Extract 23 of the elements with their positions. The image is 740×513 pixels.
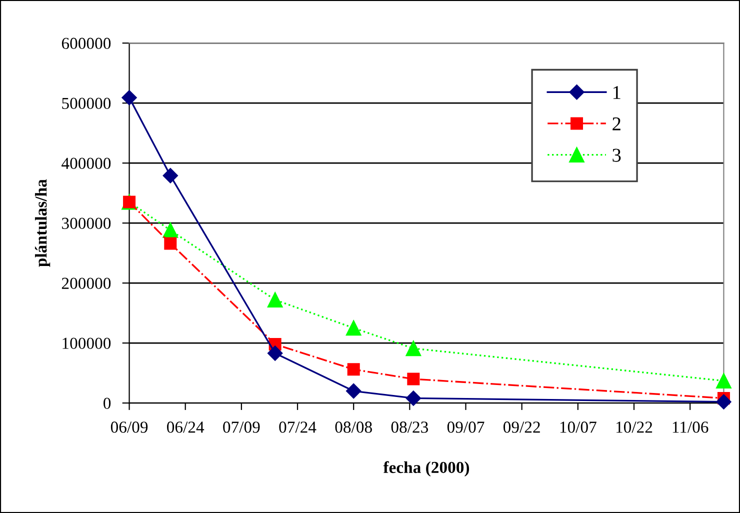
x-tick-label: 11/06 — [672, 422, 708, 433]
y-tick-label: 400000 — [62, 158, 111, 170]
x-tick-label: 08/08 — [335, 422, 372, 433]
legend-label: 1 — [613, 86, 620, 99]
y-tick-label: 500000 — [62, 98, 111, 110]
y-tick-label: 0 — [104, 398, 111, 409]
x-tick-label: 07/24 — [279, 422, 316, 433]
legend-label: 2 — [612, 117, 620, 130]
y-tick-label: 200000 — [62, 278, 111, 289]
y-tick-label: 100000 — [62, 338, 111, 349]
x-tick-label: 08/23 — [391, 422, 428, 433]
x-axis-title: fecha (2000) — [383, 461, 470, 476]
x-tick-label: 09/07 — [447, 422, 484, 433]
x-tick-label: 09/22 — [503, 422, 540, 433]
x-tick-label: 10/07 — [560, 422, 596, 433]
x-tick-label: 06/24 — [167, 422, 204, 433]
x-tick-label: 10/22 — [616, 422, 652, 433]
x-tick-label: 07/09 — [223, 422, 260, 433]
y-tick-label: 300000 — [62, 218, 111, 229]
y-axis-title: plántulas/ha — [34, 179, 50, 267]
x-tick-label: 06/09 — [110, 422, 148, 433]
y-tick-label: 600000 — [62, 38, 111, 50]
legend-label: 3 — [612, 148, 621, 162]
